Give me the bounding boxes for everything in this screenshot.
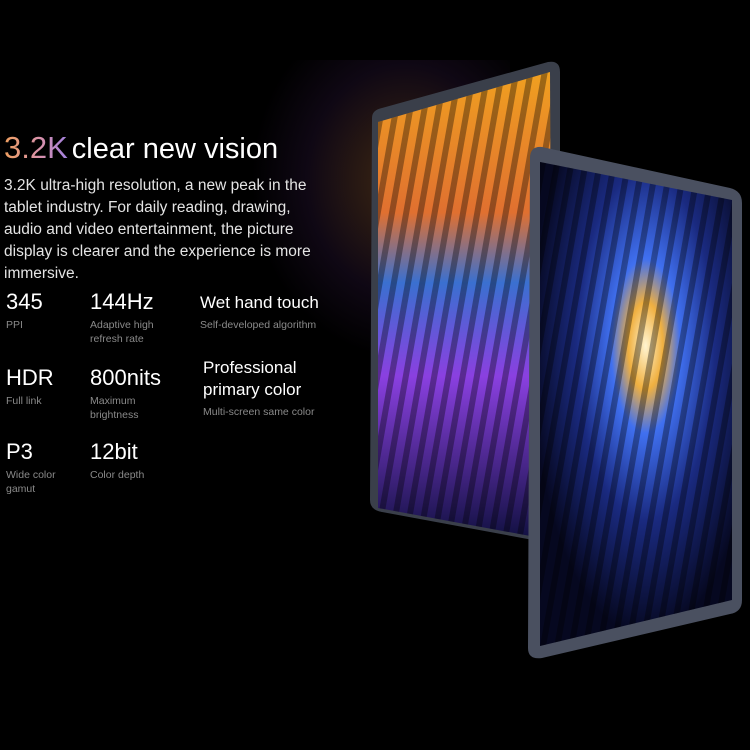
page-title: 3.2K clear new vision [4,130,278,166]
back-tablet [370,61,560,545]
stat-refresh: 144Hz Adaptive high refresh rate [90,290,175,346]
stat-bit-depth: 12bit Color depth [90,440,175,482]
stat-label: Maximum brightness [90,395,139,421]
stat-label: PPI [6,319,23,331]
stat-wet-touch: Wet hand touch Self-developed algorithm [200,292,340,332]
stat-primary-color: Professional primary color Multi-screen s… [203,357,333,419]
stat-label: Self-developed algorithm [200,319,317,331]
stat-value: 144Hz [90,289,154,314]
description: 3.2K ultra-high resolution, a new peak i… [4,177,311,282]
title-highlight: 3.2K [4,130,68,165]
stat-value: 800nits [90,365,161,390]
stat-ppi: 345 PPI [6,290,76,332]
stat-p3: P3 Wide color gamut [6,440,76,496]
stat-label: Color depth [90,469,145,481]
stat-value: Professional primary color [203,358,302,399]
stat-label: Adaptive high refresh rate [90,319,154,345]
stat-hdr: HDR Full link [6,366,76,408]
stat-label: Multi-screen same color [203,406,315,418]
stat-value: P3 [6,439,33,464]
stat-label: Full link [6,395,42,407]
front-tablet [528,146,742,659]
stat-brightness: 800nits Maximum brightness [90,366,175,422]
stat-label: Wide color gamut [6,469,56,495]
stat-value: HDR [6,365,54,390]
stat-value: 12bit [90,439,138,464]
stat-value: 345 [6,289,43,314]
stat-value: Wet hand touch [200,293,319,312]
title-text: clear new vision [71,133,279,165]
